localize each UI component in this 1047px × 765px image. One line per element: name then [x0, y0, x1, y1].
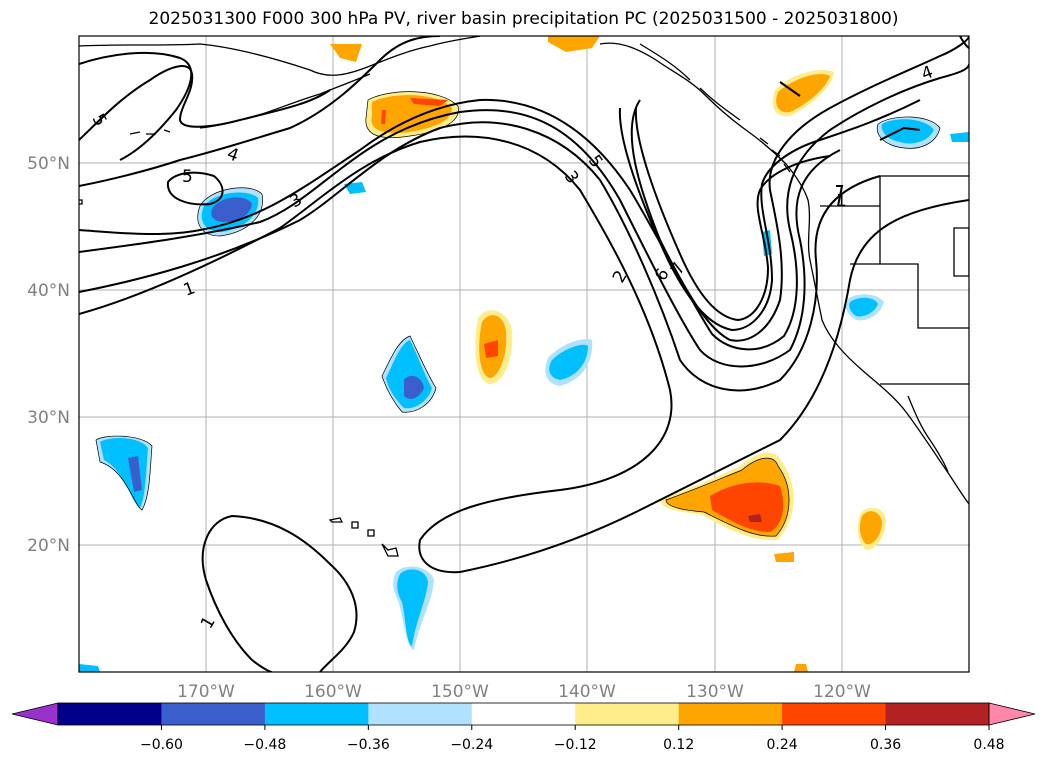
precip-blob-positive [710, 482, 784, 532]
colorbar-segment [782, 703, 887, 725]
state-borders [953, 227, 969, 277]
pv-contour-1-south [201, 515, 358, 672]
coastlines [79, 36, 969, 557]
precip-blob-positive [330, 44, 362, 62]
colorbar-segment [368, 703, 473, 725]
precip-outline [365, 91, 459, 138]
pv-contour-2 [79, 121, 881, 392]
precip-blob-negative [549, 344, 588, 380]
precip-blob-negative [128, 456, 142, 492]
lon-label-140w: 140°W [558, 682, 616, 702]
pv-contour-west-outer [79, 51, 193, 161]
pv-contour-3 [79, 109, 841, 368]
precip-blob-positive [774, 552, 794, 562]
precip-blob-positive [748, 514, 762, 522]
precip-blob-negative [950, 132, 969, 142]
pv-contour-corner [959, 36, 969, 49]
pv-contour-7 [634, 107, 831, 322]
pv-contour-bc [779, 81, 801, 97]
precip-outline [95, 435, 153, 511]
precip-blob-negative [849, 297, 878, 317]
lat-label-50n: 50°N [27, 154, 70, 174]
precip-blob-negative [79, 664, 100, 672]
colorbar-segment [678, 703, 783, 725]
precip-blob-negative [881, 119, 934, 144]
colorbar-tick-label: 0.12 [663, 737, 694, 753]
baja-coastline [907, 395, 949, 473]
colorbar-tick-label: 0.24 [767, 737, 798, 753]
colorbar-extend-high [988, 702, 1036, 726]
lon-label-160w: 160°W [304, 682, 362, 702]
colorbar: −0.60 −0.48 −0.36 −0.24 −0.12 0.12 0.24 0.36 0.4… [11, 702, 1036, 753]
precip-blob-positive [548, 36, 600, 52]
colorbar-tick-label: −0.12 [554, 737, 597, 753]
colorbar-tick-label: −0.36 [347, 737, 390, 753]
contour-label-5: 5 [182, 167, 193, 187]
pv-contour-east [879, 126, 921, 141]
precip-blob-negative [344, 182, 366, 194]
precip-shading [79, 36, 969, 672]
precip-outline [197, 187, 263, 237]
pv-contours [79, 36, 969, 672]
map-frame [78, 35, 970, 673]
pv-contour-1-east [836, 185, 844, 207]
colorbar-tick-label: −0.24 [450, 737, 493, 753]
hawaii-island [351, 521, 359, 529]
colorbar-frame [57, 702, 990, 726]
north-america-coastline [599, 42, 969, 505]
pv-contour-5-west [79, 65, 331, 141]
lon-label-120w: 120°W [813, 682, 871, 702]
gridlines [79, 36, 969, 672]
state-borders [879, 176, 969, 329]
map-panel [79, 36, 969, 672]
colorbar-segment [471, 703, 576, 725]
precip-blob-negative [404, 375, 424, 399]
colorbar-tick-label: 0.36 [870, 737, 901, 753]
hawaii-island [381, 543, 399, 557]
precip-blob-positive [776, 73, 830, 113]
alaska-panhandle-islands [639, 43, 741, 121]
colorbar-segment [264, 703, 369, 725]
island [79, 199, 83, 205]
alaska-coastline [79, 36, 481, 76]
colorbar-tick-label: −0.48 [243, 737, 286, 753]
colorbar-segment [575, 703, 680, 725]
colorbar-tick-label: −0.60 [140, 737, 183, 753]
lat-label-30n: 30°N [27, 408, 70, 428]
lon-label-150w: 150°W [431, 682, 489, 702]
pv-contour-5-loop [166, 171, 224, 206]
colorbar-tick-label: 0.48 [973, 737, 1004, 753]
chart-title: 2025031300 F000 300 hPa PV, river basin … [148, 9, 899, 29]
precip-blob-negative [211, 197, 252, 222]
lat-label-20n: 20°N [27, 536, 70, 556]
contour-label-1: 1 [836, 191, 847, 211]
precip-blob-positive [794, 664, 808, 672]
precip-blob-positive [484, 340, 498, 358]
pv-contour-1 [79, 135, 969, 574]
colorbar-extend-low [11, 702, 59, 726]
lat-label-40n: 40°N [27, 281, 70, 301]
lon-label-130w: 130°W [686, 682, 744, 702]
precip-outline [876, 116, 941, 149]
lon-label-170w: 170°W [177, 682, 235, 702]
precip-outline [381, 335, 437, 413]
precip-blob-positive [410, 98, 448, 106]
precip-outline [665, 457, 790, 537]
colorbar-segment [58, 703, 162, 725]
precip-blob-negative [397, 569, 428, 646]
pv-contour-5 [79, 36, 969, 342]
hawaii-island [328, 517, 344, 523]
hawaii-island [367, 529, 375, 537]
precip-outlines [95, 91, 941, 537]
precip-blob-positive [859, 511, 882, 545]
precip-blob-positive [381, 110, 386, 124]
colorbar-segment [161, 703, 266, 725]
colorbar-segment [885, 703, 990, 725]
pv-contour-6 [618, 99, 921, 332]
